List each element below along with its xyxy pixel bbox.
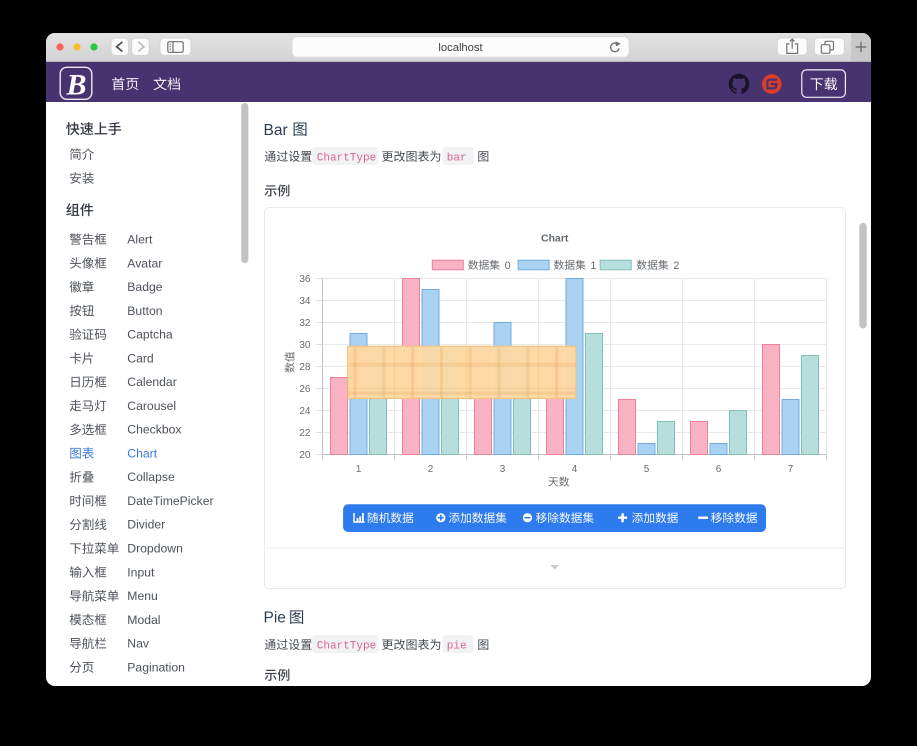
svg-text:Calendar: Calendar <box>127 375 176 389</box>
svg-text:1: 1 <box>356 464 362 475</box>
svg-text:Carousel: Carousel <box>127 399 176 413</box>
svg-text:7: 7 <box>788 464 794 475</box>
svg-text:localhost: localhost <box>438 42 483 54</box>
svg-text:6: 6 <box>716 464 722 475</box>
svg-text:34: 34 <box>299 296 311 307</box>
svg-text:5: 5 <box>644 464 650 475</box>
svg-text:pie: pie <box>447 641 467 653</box>
svg-text:32: 32 <box>299 318 311 329</box>
svg-text:Input: Input <box>127 565 155 579</box>
svg-text:22: 22 <box>299 428 311 439</box>
svg-text:28: 28 <box>299 362 311 373</box>
svg-text:Captcha: Captcha <box>127 328 173 342</box>
svg-text:Chart: Chart <box>127 446 157 460</box>
svg-text:3: 3 <box>500 464 506 475</box>
svg-text:Alert: Alert <box>127 233 153 247</box>
svg-text:bar: bar <box>447 152 467 164</box>
svg-text:Card: Card <box>127 351 153 365</box>
svg-text:26: 26 <box>299 384 311 395</box>
svg-text:2: 2 <box>428 464 434 475</box>
svg-text:DateTimePicker: DateTimePicker <box>127 494 213 508</box>
svg-text:Pie: Pie <box>264 610 286 627</box>
svg-text:ChartType: ChartType <box>317 152 376 164</box>
svg-text:2: 2 <box>673 260 679 272</box>
svg-text:Chart: Chart <box>541 232 569 244</box>
svg-text:24: 24 <box>299 406 311 417</box>
svg-text:Bar: Bar <box>264 122 288 139</box>
svg-text:4: 4 <box>572 464 578 475</box>
svg-text:Dropdown: Dropdown <box>127 542 183 556</box>
svg-text:ChartType: ChartType <box>317 641 376 653</box>
svg-text:Menu: Menu <box>127 589 158 603</box>
svg-text:Nav: Nav <box>127 637 150 651</box>
svg-text:Pagination: Pagination <box>127 660 185 674</box>
svg-text:Collapse: Collapse <box>127 470 175 484</box>
svg-text:0: 0 <box>505 260 511 272</box>
svg-text:Avatar: Avatar <box>127 256 162 270</box>
svg-text:B: B <box>65 69 86 102</box>
svg-text:30: 30 <box>299 340 311 351</box>
svg-text:1: 1 <box>590 260 596 272</box>
svg-text:Button: Button <box>127 304 162 318</box>
svg-text:Badge: Badge <box>127 280 162 294</box>
svg-text:Divider: Divider <box>127 518 165 532</box>
svg-text:Checkbox: Checkbox <box>127 423 181 437</box>
svg-text:36: 36 <box>299 274 311 285</box>
svg-text:Modal: Modal <box>127 613 160 627</box>
svg-text:20: 20 <box>299 450 311 461</box>
